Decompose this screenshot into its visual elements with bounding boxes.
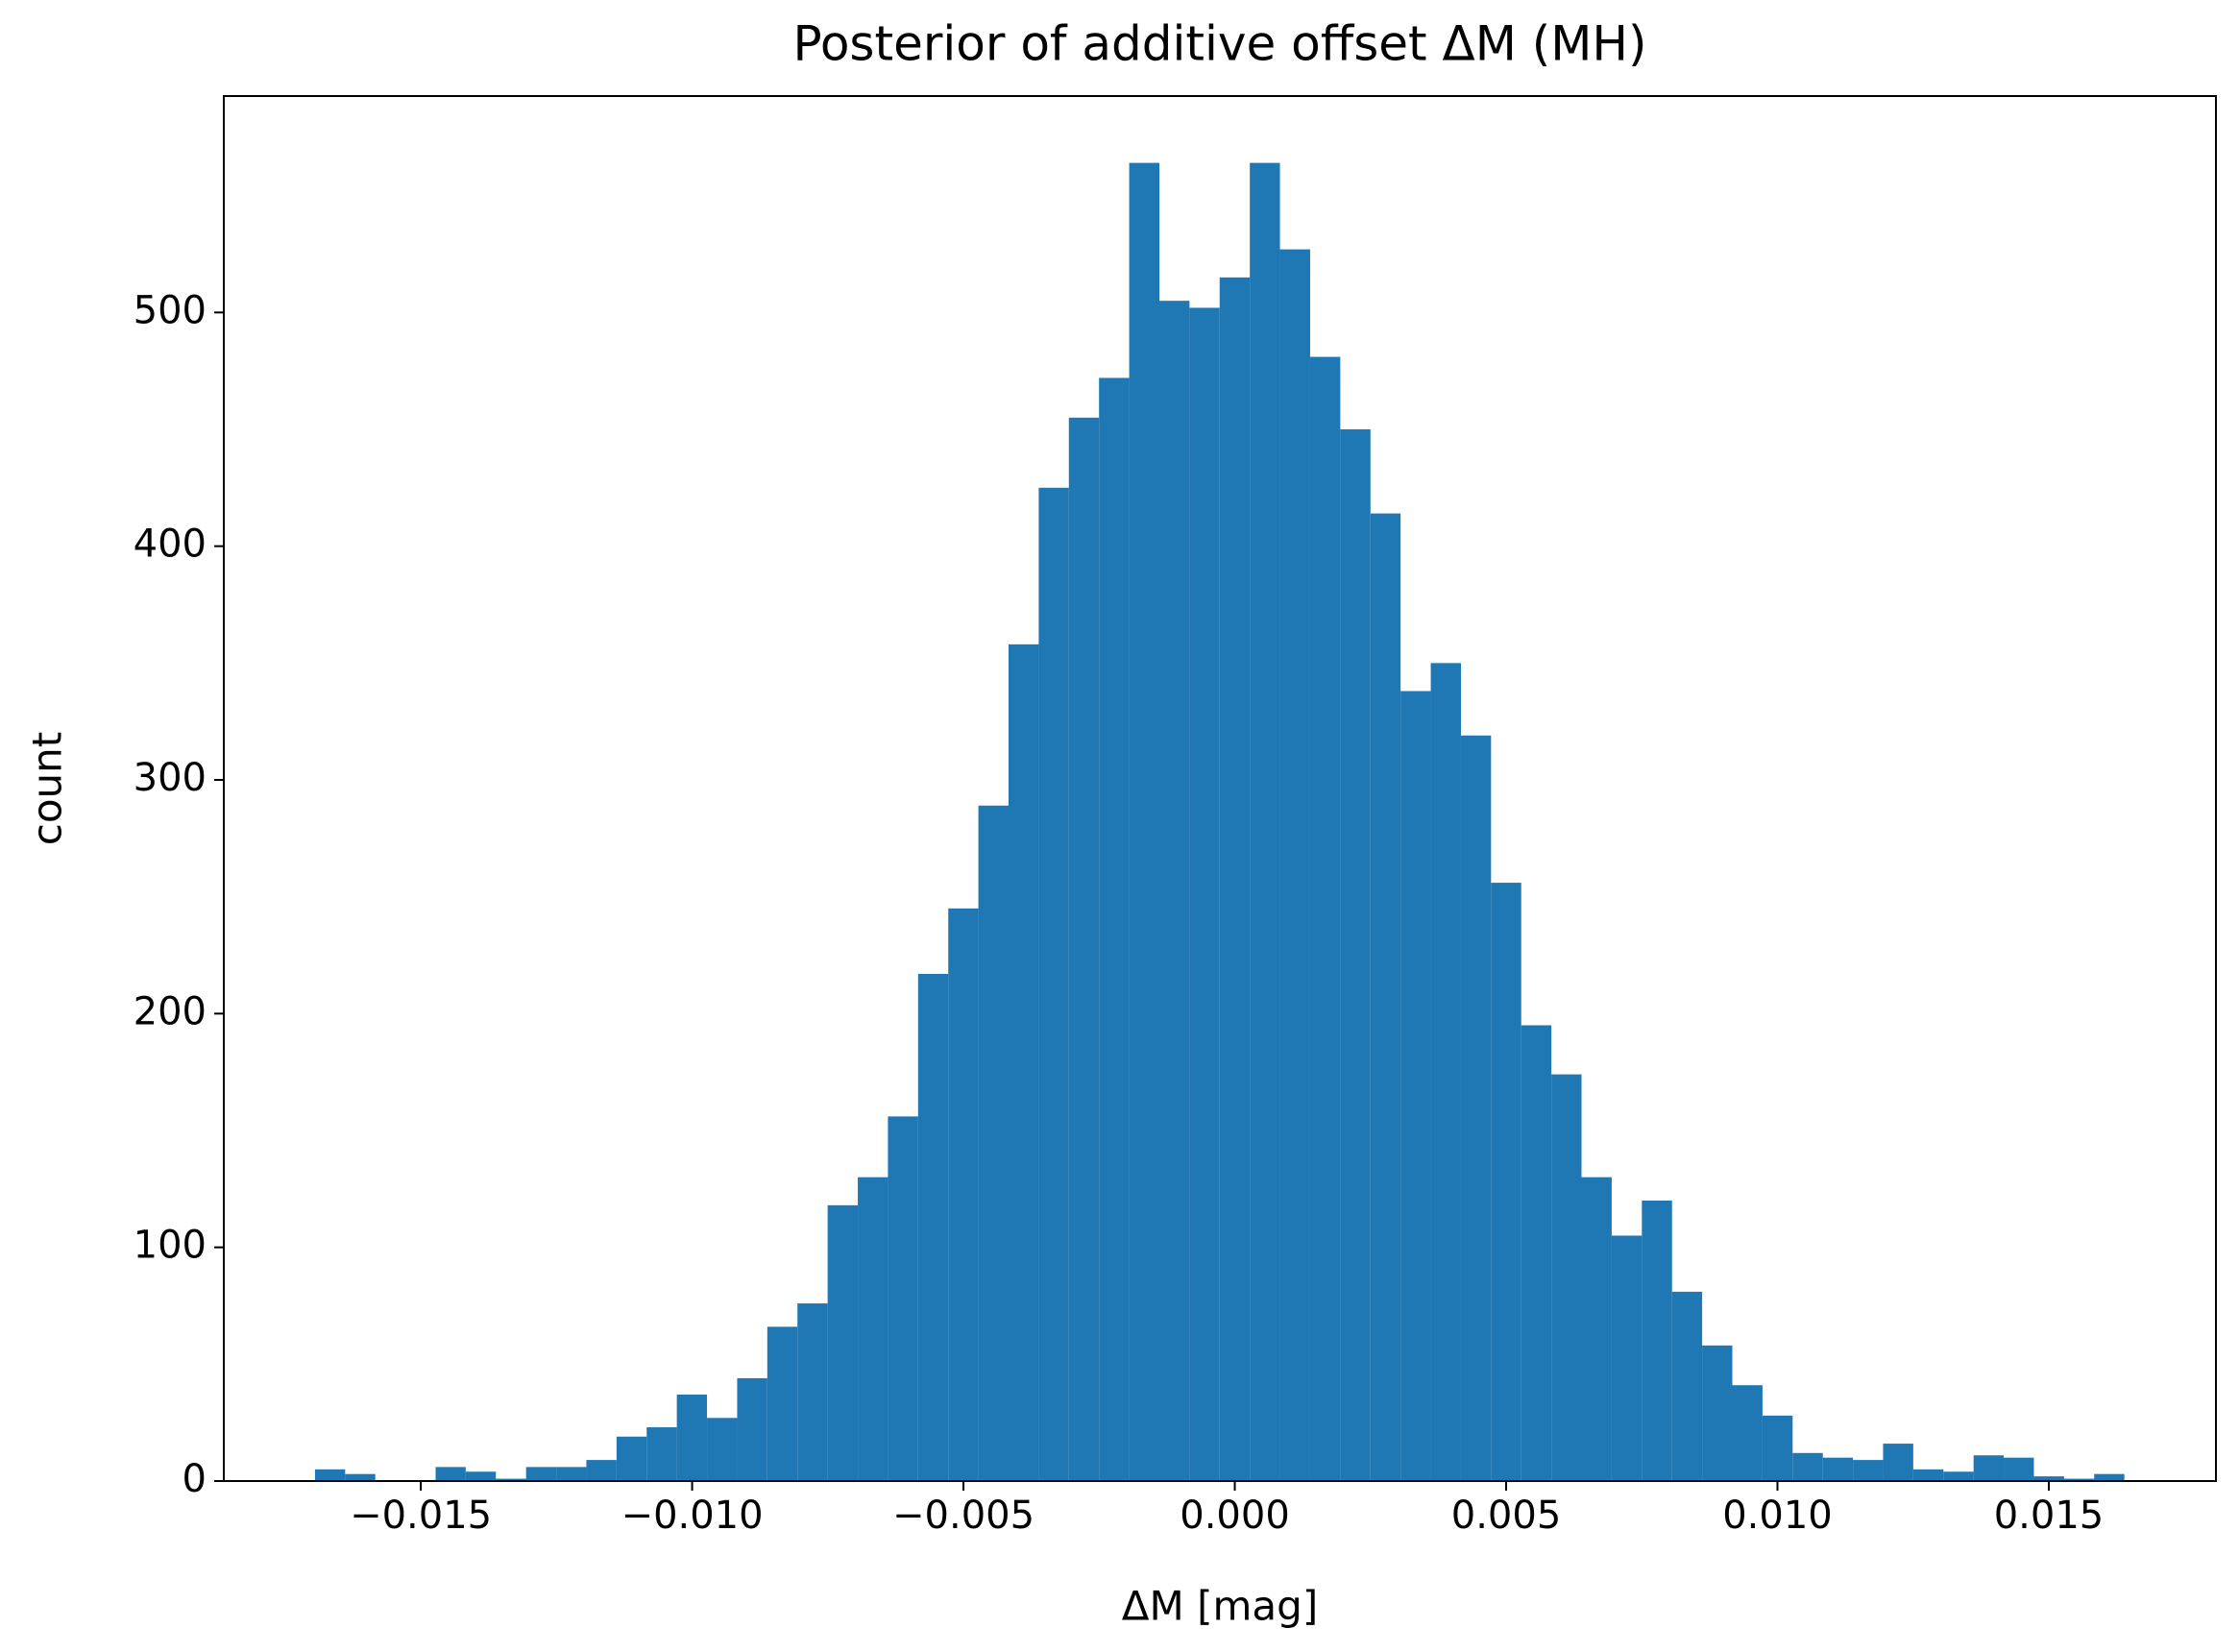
x-tick-label: 0.015	[1994, 1494, 2105, 1538]
bar	[314, 1469, 346, 1481]
bar	[1853, 1460, 1884, 1481]
bar	[586, 1460, 617, 1481]
bar	[948, 908, 979, 1481]
bar	[1370, 513, 1401, 1481]
bar	[2094, 1473, 2125, 1481]
bar	[1732, 1385, 1763, 1481]
bar	[1581, 1177, 1612, 1481]
bar	[1219, 277, 1251, 1482]
bar	[525, 1467, 557, 1481]
y-tick-label: 0	[183, 1457, 207, 1501]
bar	[1521, 1025, 1552, 1481]
bar	[345, 1473, 376, 1481]
bar	[888, 1116, 918, 1481]
x-tick-label: 0.005	[1451, 1494, 1562, 1538]
bar	[496, 1478, 526, 1481]
bar	[767, 1326, 798, 1481]
bar	[1822, 1457, 1854, 1481]
bar	[1279, 249, 1310, 1481]
chart-title: Posterior of additive offset ΔM (MH)	[792, 16, 1646, 72]
bar	[797, 1303, 828, 1481]
bar	[676, 1394, 708, 1481]
bar	[2033, 1476, 2064, 1481]
x-tick-label: −0.010	[621, 1494, 764, 1538]
bar	[1762, 1415, 1793, 1481]
bar	[1099, 377, 1130, 1481]
bar	[556, 1467, 587, 1481]
bar	[1460, 735, 1492, 1481]
y-axis-label: count	[24, 732, 71, 846]
y-tick-label: 200	[134, 989, 207, 1033]
y-tick-label: 100	[134, 1224, 207, 1268]
bar	[1551, 1074, 1582, 1481]
bar	[1611, 1235, 1643, 1481]
bar	[1250, 162, 1280, 1482]
x-tick-label: 0.000	[1180, 1494, 1290, 1538]
bar	[1038, 487, 1069, 1481]
bar	[1129, 162, 1160, 1482]
bar	[1671, 1291, 1703, 1481]
bar	[1159, 301, 1190, 1481]
bar	[1883, 1444, 1913, 1481]
bar	[737, 1377, 767, 1481]
bar	[1309, 356, 1341, 1481]
bar	[1340, 428, 1371, 1482]
bar	[1642, 1200, 1672, 1481]
bar	[1943, 1471, 1974, 1481]
bar	[616, 1436, 647, 1481]
bar	[1912, 1469, 1944, 1481]
bar	[858, 1177, 888, 1481]
bar	[1009, 644, 1039, 1481]
bar	[917, 973, 949, 1481]
bar	[1068, 417, 1100, 1481]
bar	[646, 1427, 677, 1481]
bar	[707, 1418, 738, 1481]
x-axis-label: ΔM [mag]	[1122, 1583, 1318, 1630]
bar	[2004, 1457, 2034, 1481]
bar	[465, 1471, 497, 1481]
plot-frame	[223, 95, 2217, 1482]
x-tick-label: 0.010	[1722, 1494, 1833, 1538]
bar	[1792, 1452, 1823, 1481]
y-tick-label: 400	[134, 522, 207, 567]
bar	[827, 1204, 859, 1481]
bar	[978, 805, 1010, 1481]
bar	[435, 1467, 466, 1481]
bar	[1973, 1455, 2005, 1481]
bar	[1189, 307, 1220, 1481]
y-tick-label: 300	[134, 756, 207, 800]
bar	[1400, 691, 1431, 1481]
bar	[1430, 663, 1461, 1481]
y-tick-label: 500	[134, 288, 207, 332]
x-tick-label: −0.015	[350, 1494, 492, 1538]
bar	[2063, 1478, 2095, 1481]
x-tick-label: −0.005	[892, 1494, 1034, 1538]
bar	[1702, 1345, 1733, 1481]
bar	[1491, 883, 1521, 1481]
